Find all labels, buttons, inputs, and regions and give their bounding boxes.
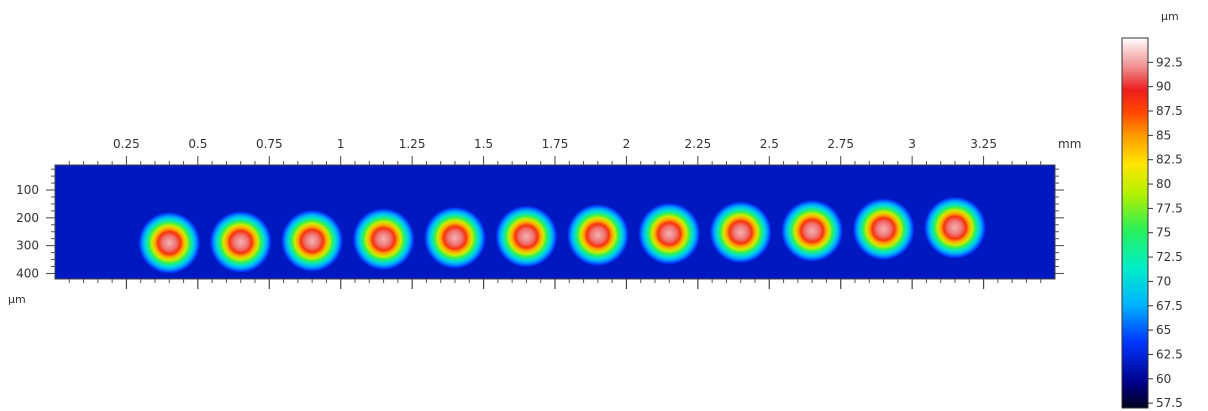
x-tick-label: 2.75	[827, 137, 854, 151]
colorbar-tick-label: 82.5	[1156, 153, 1183, 167]
x-tick-label: 0.25	[113, 137, 140, 151]
peak-7	[567, 204, 629, 266]
peak-8	[638, 202, 701, 265]
colorbar-tick-label: 62.5	[1156, 347, 1183, 361]
x-tick-label: 3	[908, 137, 916, 151]
x-tick-label: 1.25	[399, 137, 426, 151]
colorbar-tick-label: 90	[1156, 80, 1171, 94]
peak-4	[352, 208, 415, 271]
y-axis: 100 200 300 400	[16, 168, 1064, 280]
colorbar-tick-label: 72.5	[1156, 250, 1183, 264]
colorbar: µm 92.5 90 87.5 85 82.5 80 77.5 75 72.5 70 67.5 65 6…	[1121, 10, 1183, 410]
colorbar-gradient	[1121, 37, 1149, 409]
peak-5	[424, 206, 486, 269]
y-tick-label: 100	[16, 183, 39, 197]
colorbar-tick-label: 67.5	[1156, 299, 1183, 313]
colorbar-tick-label: 75	[1156, 226, 1171, 240]
x-tick-label: 3.25	[970, 137, 997, 151]
x-tick-label: 1.5	[474, 137, 493, 151]
x-tick-label: 0.75	[256, 137, 283, 151]
colorbar-tick-label: 60	[1156, 372, 1171, 386]
x-tick-label: 1	[337, 137, 345, 151]
y-tick-label: 300	[16, 239, 39, 253]
peak-3	[281, 210, 343, 272]
peaks-layer	[138, 196, 986, 274]
x-tick-label: 2.5	[760, 137, 779, 151]
x-axis: 0.25 0.5 0.75 1 1.25 1.5 1.75 2 2.25 2.5 2.75 3 3.25	[68, 137, 1042, 289]
heatmap-plot	[54, 164, 1056, 280]
colorbar-tick-label: 70	[1156, 274, 1171, 288]
y-axis-unit: µm	[8, 293, 26, 306]
peak-2	[209, 211, 272, 273]
colorbar-ticks: 92.5 90 87.5 85 82.5 80 77.5 75 72.5 70 67.5 65 62.5…	[1148, 55, 1183, 410]
colorbar-tick-label: 80	[1156, 177, 1171, 191]
colorbar-tick-label: 77.5	[1156, 201, 1183, 215]
peak-10	[781, 200, 843, 262]
colorbar-unit: µm	[1161, 10, 1179, 23]
colorbar-tick-label: 65	[1156, 323, 1171, 337]
peak-11	[852, 198, 915, 261]
peak-12	[924, 196, 986, 259]
y-tick-label: 400	[16, 266, 39, 280]
colorbar-tick-label: 92.5	[1156, 55, 1183, 69]
peak-1	[138, 212, 201, 274]
colorbar-tick-label: 87.5	[1156, 104, 1183, 118]
y-tick-label: 200	[16, 211, 39, 225]
x-tick-label: 0.5	[188, 137, 207, 151]
peak-6	[495, 205, 558, 268]
colorbar-tick-label: 57.5	[1156, 396, 1183, 410]
colorbar-tick-label: 85	[1156, 128, 1171, 142]
peak-9	[709, 201, 772, 264]
x-tick-label: 1.75	[542, 137, 569, 151]
x-tick-label: 2.25	[685, 137, 712, 151]
x-tick-label: 2	[623, 137, 631, 151]
x-axis-unit: mm	[1058, 137, 1081, 151]
